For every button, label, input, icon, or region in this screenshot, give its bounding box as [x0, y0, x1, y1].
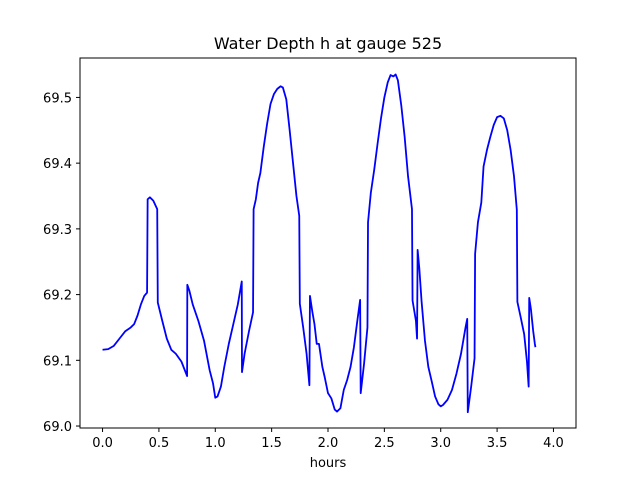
x-tick-label: 2.5	[374, 436, 395, 451]
x-tick-label: 1.5	[261, 436, 282, 451]
y-tick-label: 69.4	[43, 157, 72, 172]
x-tick-label: 2.0	[318, 436, 339, 451]
y-tick-label: 69.0	[43, 420, 72, 435]
x-axis: 0.0 0.5 1.0 1.5 2.0 2.5 3.0 3.5 4.0	[92, 428, 564, 451]
y-axis: 69.0 69.1 69.2 69.3 69.4 69.5	[43, 91, 80, 435]
x-tick-label: 0.0	[92, 436, 113, 451]
y-tick-label: 69.3	[43, 223, 72, 238]
plot-area	[102, 73, 537, 414]
y-tick-label: 69.2	[43, 289, 72, 304]
x-axis-label: hours	[310, 456, 347, 471]
y-tick-label: 69.5	[43, 91, 72, 106]
series-line-0	[102, 73, 537, 414]
x-tick-label: 4.0	[543, 436, 564, 451]
x-tick-label: 0.5	[149, 436, 170, 451]
y-tick-label: 69.1	[43, 354, 72, 369]
x-tick-label: 3.5	[487, 436, 508, 451]
x-tick-label: 1.0	[205, 436, 226, 451]
x-tick-label: 3.0	[430, 436, 451, 451]
chart-title: Water Depth h at gauge 525	[214, 34, 442, 53]
